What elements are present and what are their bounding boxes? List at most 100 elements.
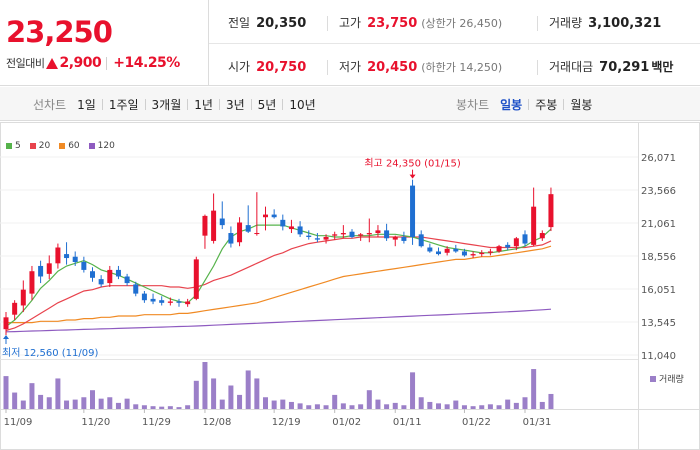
candle-body (470, 254, 476, 256)
candle-period-option-2[interactable]: 월봉 (570, 97, 593, 112)
x-tick-label: 11/20 (81, 417, 110, 428)
candle-body (479, 252, 485, 255)
candle-body (444, 248, 450, 253)
trade-value-unit: 백만 (651, 60, 674, 74)
line-chart-label: 선차트 (33, 97, 67, 112)
option-divider (101, 98, 103, 110)
line-chart-options: 선차트 1일 1주일 3개월 1년 3년 5년 10년 (33, 87, 316, 121)
legend-item-ma60: 60 (59, 141, 80, 151)
high-label: 고가 (339, 16, 362, 30)
change-divider (106, 56, 108, 70)
volume-bar (98, 398, 104, 409)
volume-bar (176, 407, 182, 409)
option-divider (250, 98, 252, 110)
line-period-option-1[interactable]: 1주일 (108, 97, 139, 112)
volume-bar (496, 405, 502, 409)
stat-volume: 거래량 3,100,321 (549, 14, 661, 32)
candle-chart-options: 봉차트 일봉 주봉 월봉 (456, 87, 592, 121)
stat-divider (537, 16, 538, 31)
candle-body (288, 226, 294, 230)
upper-limit: (상한가 26,450) (421, 17, 503, 30)
price-box: 23,250 전일대비 2,900 +14.25% (0, 0, 209, 86)
candle-body (496, 246, 502, 252)
candle-body (29, 271, 35, 294)
candle-period-option-0[interactable]: 일봉 (500, 97, 523, 112)
line-ma5 (5, 224, 552, 327)
candle-body (505, 244, 511, 248)
candle-body (55, 247, 61, 264)
y-tick-label: 23,566 (641, 186, 676, 197)
stat-divider (327, 16, 328, 31)
prev-close-value: 20,350 (256, 16, 307, 31)
candle-body (141, 293, 147, 301)
line-period-option-4[interactable]: 3년 (225, 97, 245, 112)
volume-bar (461, 405, 467, 409)
legend-swatch (29, 143, 36, 149)
volume-bar (453, 400, 459, 409)
legend-swatch (6, 143, 12, 149)
x-tick-label: 01/02 (332, 417, 361, 428)
volume-bar (133, 404, 139, 409)
line-period-option-3[interactable]: 1년 (194, 97, 213, 112)
candle-body (167, 301, 173, 303)
candle-body (453, 248, 459, 252)
change-percent: +14.25% (113, 55, 180, 71)
stat-divider (327, 60, 328, 75)
volume-bar (522, 397, 528, 409)
low-annotation: 최저 12,560 (11/09) (2, 347, 98, 359)
prev-close-label: 전일 (228, 16, 251, 30)
x-tick-label: 01/31 (523, 417, 552, 428)
line-period-option-5[interactable]: 5년 (257, 97, 277, 112)
candle-body (263, 214, 268, 218)
volume-bar (20, 400, 26, 409)
candle-body (522, 234, 528, 244)
candle-body (392, 236, 398, 240)
candle-body (107, 269, 113, 284)
legend-item-ma20: 20 (29, 141, 50, 151)
candle-body (539, 233, 545, 239)
y-tick-label: 16,051 (641, 285, 676, 296)
candle-body (219, 218, 225, 226)
volume-bar (29, 383, 35, 409)
moving-average-legend: 5 20 60 120 (6, 141, 124, 151)
candle-body (436, 251, 441, 255)
volume-bar (288, 401, 294, 409)
y-tick-label: 18,556 (641, 252, 676, 263)
candle-body (349, 231, 355, 237)
candle-period-option-1[interactable]: 주봉 (535, 97, 558, 112)
line-period-option-2[interactable]: 3개월 (151, 97, 182, 112)
volume-bar (193, 380, 199, 409)
candle-body (124, 276, 130, 284)
candle-body (531, 206, 537, 245)
y-tick-label: 13,545 (641, 318, 676, 329)
volume-bar (46, 397, 52, 409)
option-divider (144, 98, 146, 110)
volume-bar (427, 401, 433, 409)
candle-body (254, 233, 260, 235)
candle-body (245, 225, 251, 232)
volume-bar (263, 397, 268, 409)
candle-body (332, 234, 338, 236)
volume-bar (479, 405, 485, 409)
line-period-option-0[interactable]: 1일 (77, 97, 96, 112)
volume-bar (340, 403, 346, 409)
candle-body (280, 219, 286, 227)
candle-body (427, 247, 433, 252)
volume-label: 거래량 (549, 16, 583, 30)
candle-body (418, 234, 424, 247)
candle-body (20, 289, 26, 306)
line-period-option-6[interactable]: 10년 (289, 97, 316, 112)
volume-legend: 거래량 (650, 372, 684, 385)
y-tick-label: 21,061 (641, 219, 676, 230)
x-tick-label: 12/19 (272, 417, 301, 428)
high-annotation: 최고 24,350 (01/15) (364, 158, 460, 170)
volume-bar (12, 392, 18, 409)
stat-divider (537, 60, 538, 75)
candle-body (410, 185, 416, 237)
open-label: 시가 (228, 60, 251, 74)
price-chart[interactable]: 26,071 23,566 21,061 18,556 16,051 13,545 11,0… (0, 122, 700, 450)
open-value: 20,750 (256, 60, 307, 75)
legend-swatch (88, 143, 95, 149)
stat-open: 시가 20,750 (228, 58, 306, 76)
